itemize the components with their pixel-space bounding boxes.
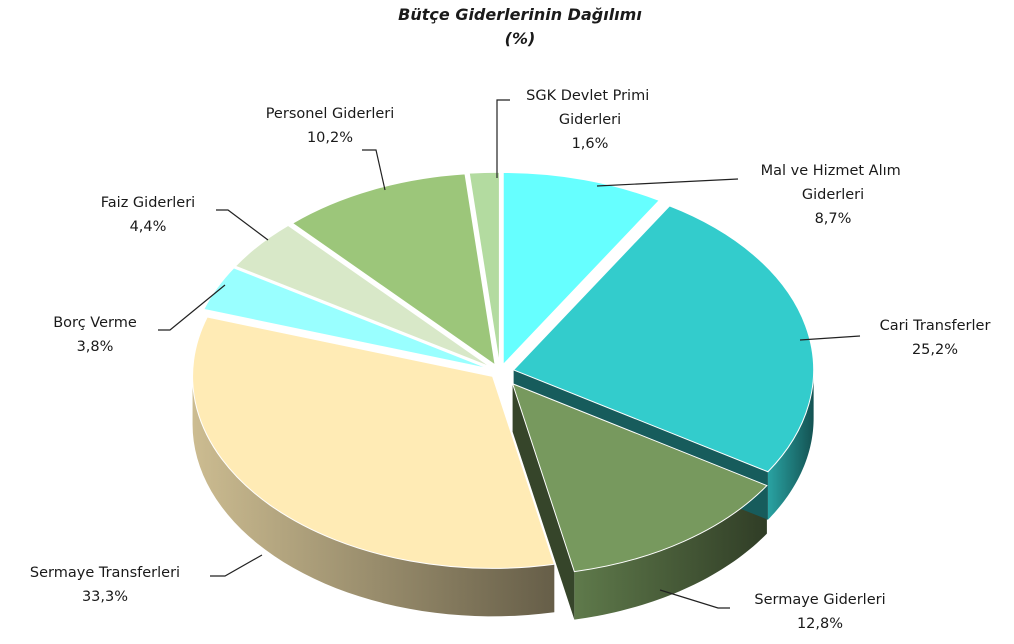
slice-side	[767, 369, 814, 520]
category-label: Mal ve Hizmet Alım Giderleri	[761, 163, 906, 203]
slice-tops	[192, 171, 815, 573]
slice	[511, 382, 768, 573]
category-label: Sermaye Giderleri	[754, 592, 885, 608]
leader-line	[596, 178, 739, 187]
leader-line	[659, 589, 730, 609]
slice-side	[574, 485, 767, 620]
leader-line	[799, 335, 861, 341]
slice	[468, 171, 500, 365]
slice-side	[192, 376, 555, 617]
leader-line	[158, 284, 226, 331]
category-label: Cari Transferler	[880, 318, 991, 334]
value-label: 25,2%	[912, 342, 958, 358]
slice	[203, 267, 490, 370]
value-label: 4,4%	[130, 219, 167, 235]
category-label: SGK Devlet Primi Giderleri	[526, 88, 654, 128]
value-label: 8,7%	[815, 211, 852, 227]
value-label: 12,8%	[797, 616, 843, 632]
leader-line	[496, 99, 510, 178]
slice-wall	[512, 383, 575, 620]
chart-subtitle: (%)	[505, 29, 536, 48]
value-label: 33,3%	[82, 589, 128, 605]
slice	[192, 316, 555, 569]
slice	[512, 205, 815, 473]
chart-title: Bütçe Giderlerinin Dağılımı	[398, 5, 642, 24]
slice	[291, 173, 496, 366]
category-label: Sermaye Transferleri	[30, 565, 180, 581]
value-label: 10,2%	[307, 130, 353, 146]
leader-line	[216, 209, 269, 241]
category-label: Personel Giderleri	[266, 106, 395, 122]
value-label: 1,6%	[572, 136, 609, 152]
category-label: Borç Verme	[53, 315, 137, 331]
leader-line	[362, 149, 386, 191]
labels: Mal ve Hizmet Alım Giderleri 8,7% Cari Tra…	[30, 88, 991, 632]
category-label: Faiz Giderleri	[101, 195, 195, 211]
slice	[234, 224, 492, 368]
slice	[502, 171, 661, 366]
value-label: 3,8%	[77, 339, 114, 355]
leader-line	[210, 554, 263, 577]
